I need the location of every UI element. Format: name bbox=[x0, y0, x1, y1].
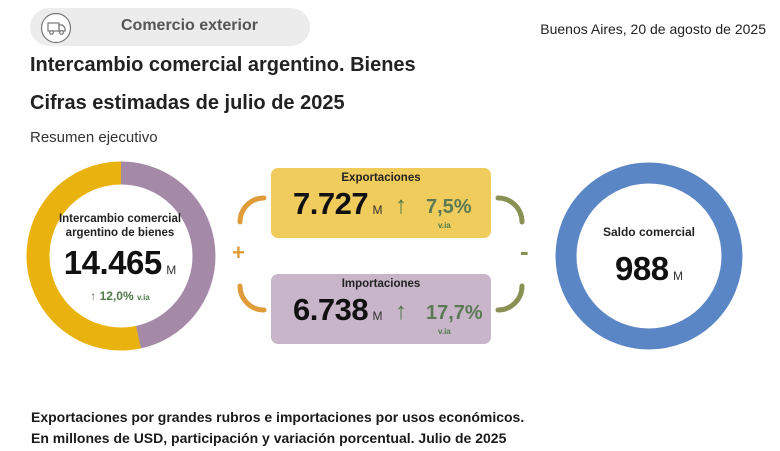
exchange-unit: M bbox=[166, 263, 177, 277]
section-badge-label: Comercio exterior bbox=[121, 17, 258, 34]
exports-value-group: 7.727 M bbox=[293, 186, 383, 222]
exports-variation-suffix: v.ia bbox=[438, 221, 451, 230]
footer-line-2: En millones de USD, participación y vari… bbox=[31, 430, 507, 446]
right-bracket-bottom bbox=[495, 283, 525, 313]
section-badge bbox=[30, 8, 310, 46]
balance-value: 988 bbox=[614, 250, 669, 287]
section-heading: Resumen ejecutivo bbox=[30, 129, 158, 146]
footer-line-1: Exportaciones por grandes rubros e impor… bbox=[31, 409, 525, 425]
exchange-value: 14.465 bbox=[63, 244, 162, 281]
imports-variation: 17,7% bbox=[426, 302, 483, 324]
imports-card: Importaciones 6.738 M ↑ 17,7% v.ia bbox=[271, 274, 491, 344]
imports-value: 6.738 bbox=[293, 292, 369, 327]
up-arrow-icon: ↑ bbox=[395, 192, 407, 219]
imports-unit: M bbox=[372, 309, 383, 323]
exchange-label: Intercambio comercial argentino de biene… bbox=[58, 213, 182, 239]
exports-variation: 7,5% bbox=[426, 196, 472, 218]
imports-variation-suffix: v.ia bbox=[438, 327, 451, 336]
exchange-value-group: 14.465 M bbox=[40, 244, 200, 282]
exchange-ring-imports-segment bbox=[26, 161, 216, 351]
exports-unit: M bbox=[372, 203, 383, 217]
up-arrow-icon: ↑ bbox=[90, 289, 97, 303]
exchange-variation-group: ↑ 12,0% v.ia bbox=[50, 289, 190, 303]
left-bracket-top bbox=[237, 195, 267, 225]
imports-label: Importaciones bbox=[341, 278, 421, 290]
exchange-variation-suffix: v.ia bbox=[136, 293, 150, 302]
balance-label: Saldo comercial bbox=[602, 225, 696, 239]
report-date: Buenos Aires, 20 de agosto de 2025 bbox=[540, 21, 766, 37]
left-bracket-bottom bbox=[237, 283, 267, 313]
exports-card: Exportaciones 7.727 M ↑ 7,5% v.ia bbox=[271, 168, 491, 238]
balance-unit: M bbox=[673, 269, 683, 283]
page-subtitle: Cifras estimadas de julio de 2025 bbox=[30, 92, 345, 114]
plus-operator: + bbox=[232, 240, 245, 265]
minus-operator: - bbox=[520, 236, 529, 266]
truck-icon bbox=[40, 12, 72, 44]
right-bracket-top bbox=[495, 195, 525, 225]
exports-label: Exportaciones bbox=[341, 172, 421, 184]
up-arrow-icon: ↑ bbox=[395, 298, 407, 325]
imports-value-group: 6.738 M bbox=[293, 292, 383, 328]
balance-value-group: 988 M bbox=[589, 250, 709, 288]
exports-value: 7.727 bbox=[293, 186, 369, 221]
balance-ring bbox=[555, 162, 743, 350]
page-title: Intercambio comercial argentino. Bienes bbox=[30, 54, 416, 76]
exchange-variation: 12,0% bbox=[99, 289, 134, 303]
